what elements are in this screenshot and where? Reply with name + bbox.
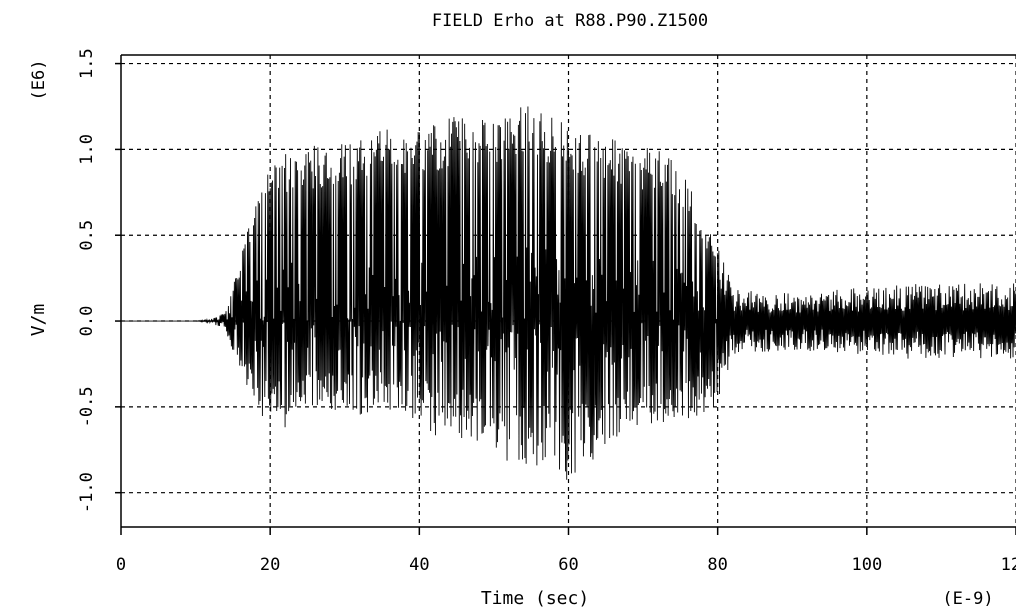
y-tick-label: 0.0 [77, 306, 97, 337]
y-axis-label: V/m [28, 304, 49, 337]
y-scale-label: (E6) [29, 60, 49, 101]
x-axis-label: Time (sec) [481, 588, 589, 609]
x-tick-label: 80 [707, 555, 727, 575]
y-tick-label: -1.0 [77, 472, 97, 513]
x-scale-label: (E-9) [942, 589, 993, 609]
y-tick-label: 1.0 [77, 134, 97, 165]
y-tick-label: 1.5 [77, 48, 97, 79]
x-tick-label: 20 [260, 555, 280, 575]
x-tick-label: 100 [851, 555, 882, 575]
x-tick-label: 0 [116, 555, 126, 575]
x-tick-label: 60 [558, 555, 578, 575]
y-tick-label: 0.5 [77, 220, 97, 251]
x-tick-labels: 0 20 40 60 80 100 120 [116, 555, 1016, 575]
y-tick-labels: -1.0 -0.5 0.0 0.5 1.0 1.5 [77, 48, 97, 513]
x-tick-label: 40 [409, 555, 429, 575]
x-tick-label: 120 [1001, 555, 1016, 575]
y-tick-label: -0.5 [77, 386, 97, 427]
chart-title: FIELD Erho at R88.P90.Z1500 [432, 11, 708, 31]
